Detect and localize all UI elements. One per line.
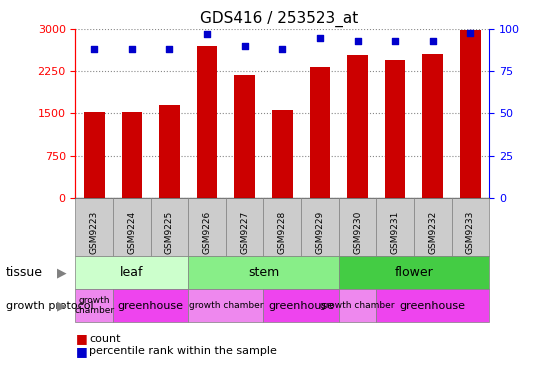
Text: GSM9233: GSM9233 [466,211,475,254]
Text: GSM9223: GSM9223 [90,211,99,254]
Text: percentile rank within the sample: percentile rank within the sample [89,346,277,356]
Bar [347,55,368,198]
Bar [84,112,105,198]
Bar [385,60,405,198]
Bar [423,54,443,198]
Point [240,43,249,49]
Text: tissue: tissue [6,266,42,279]
Text: GSM9225: GSM9225 [165,211,174,254]
Text: greenhouse: greenhouse [118,300,184,311]
Point [428,38,437,44]
Text: GSM9224: GSM9224 [127,211,136,254]
Text: GSM9228: GSM9228 [278,211,287,254]
Bar [159,105,180,198]
Bar [197,46,217,198]
Text: GSM9232: GSM9232 [428,211,437,254]
Bar [272,110,293,198]
Bar [121,112,142,198]
Text: growth protocol: growth protocol [6,300,93,311]
Text: ▶: ▶ [58,266,67,279]
Point [466,30,475,36]
Point [278,46,287,52]
Text: growth chamber: growth chamber [320,301,395,310]
Bar [460,30,481,198]
Text: GSM9227: GSM9227 [240,211,249,254]
Text: GSM9226: GSM9226 [202,211,212,254]
Point [165,46,174,52]
Text: count: count [89,333,121,344]
Text: GSM9230: GSM9230 [353,211,362,254]
Bar [234,75,255,198]
Point [353,38,362,44]
Point [202,31,211,37]
Text: ■: ■ [75,345,87,358]
Point [315,35,324,41]
Text: growth
chamber: growth chamber [74,296,115,315]
Bar [310,67,330,198]
Text: GSM9231: GSM9231 [391,211,400,254]
Text: GSM9229: GSM9229 [315,211,324,254]
Text: greenhouse: greenhouse [400,300,466,311]
Text: flower: flower [395,266,433,279]
Point [391,38,400,44]
Text: ■: ■ [75,332,87,345]
Text: greenhouse: greenhouse [268,300,334,311]
Text: leaf: leaf [120,266,144,279]
Point [90,46,99,52]
Text: ▶: ▶ [58,299,67,312]
Text: stem: stem [248,266,279,279]
Point [127,46,136,52]
Text: GDS416 / 253523_at: GDS416 / 253523_at [200,11,359,27]
Text: growth chamber: growth chamber [188,301,263,310]
